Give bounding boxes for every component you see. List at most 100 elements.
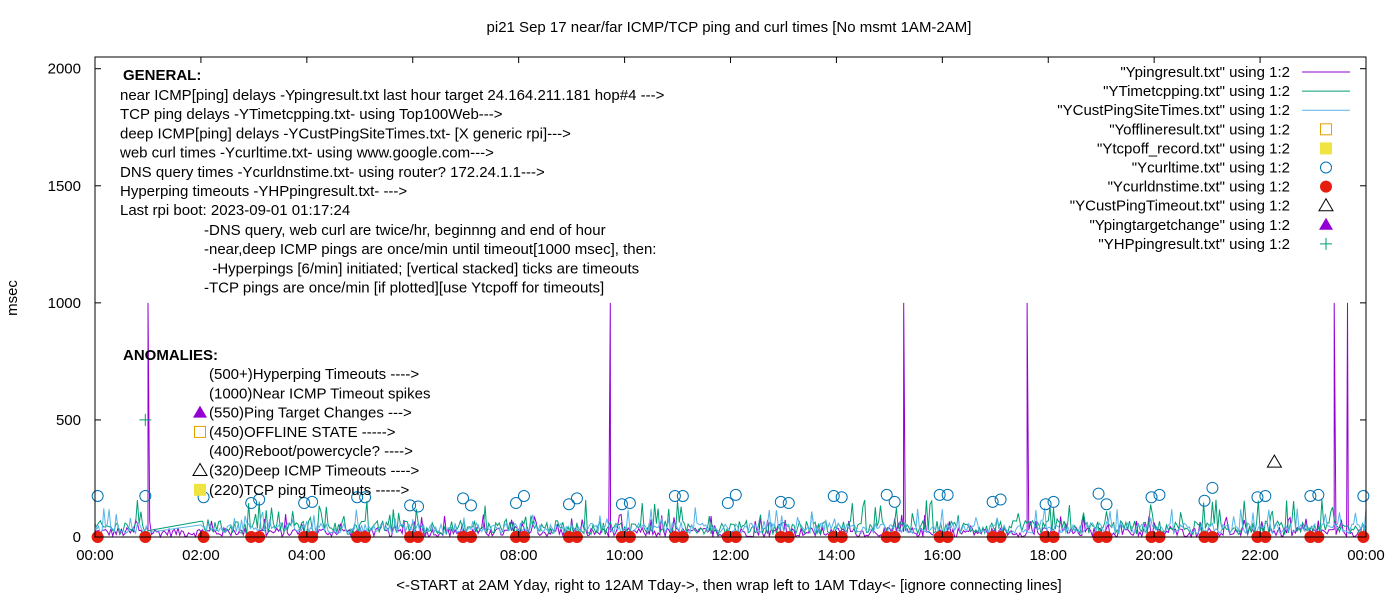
general-note-3: -TCP pings are once/min [if plotted][use… [204, 280, 604, 297]
series-5-point-38 [1153, 488, 1166, 501]
y-tick-label-0: 0 [73, 529, 81, 546]
axis-layer: 0 500 1000 1500 2000 00:00 02:00 04:00 06:00 08:0… [48, 57, 1385, 564]
series-5-point-35 [1092, 487, 1105, 500]
x-tick-label-10: 20:00 [1135, 547, 1173, 564]
series-5-point-27 [880, 488, 893, 501]
series-5-point-44 [1312, 488, 1325, 501]
general-note-0: -DNS query, web curl are twice/hr, begin… [204, 222, 606, 239]
series-5-point-18 [623, 497, 636, 510]
series-5-point-10 [412, 500, 425, 513]
x-tick-label-2: 04:00 [288, 547, 326, 564]
x-tick-label-1: 02:00 [182, 547, 220, 564]
x-tick-label-7: 14:00 [818, 547, 856, 564]
series-5-point-12 [465, 499, 478, 512]
general-line-4: DNS query times -Ycurldnstime.txt- using… [120, 164, 545, 181]
legend-swatch-8 [1319, 217, 1333, 230]
series-5-point-28 [888, 495, 901, 508]
series-5-point-37 [1145, 491, 1158, 504]
general-line-5: Hyperping timeouts -YHPpingresult.txt- -… [120, 183, 407, 200]
series-5-point-15 [562, 498, 575, 511]
series-5-point-31 [986, 495, 999, 508]
anomaly-line-6: (220)TCP ping Timeouts -----> [209, 482, 409, 499]
general-line-0: near ICMP[ping] delays -Ypingresult.txt … [120, 87, 665, 104]
series-5-point-20 [676, 490, 689, 503]
x-tick-label-0: 00:00 [76, 547, 114, 564]
series-5-point-41 [1251, 491, 1264, 504]
general-note-2: -Hyperpings [6/min] initiated; [vertical… [204, 260, 639, 277]
legend-label-4: "Ytcpoff_record.txt" using 1:2 [1097, 140, 1290, 157]
series-5-point-5 [298, 497, 311, 510]
anomaly-line-5: (320)Deep ICMP Timeouts ----> [209, 463, 419, 480]
series-5-point-33 [1039, 498, 1052, 511]
anomaly-marker-3 [194, 425, 206, 438]
legend-swatch-4 [1320, 142, 1332, 155]
x-tick-label-12: 00:00 [1347, 547, 1385, 564]
legend-label-7: "YCustPingTimeout.txt" using 1:2 [1070, 198, 1290, 215]
anomaly-line-4: (400)Reboot/powercycle? ----> [209, 443, 413, 460]
series-5-point-34 [1047, 495, 1060, 508]
anomaly-marker-5 [192, 462, 208, 476]
legend-label-6: "Ycurldnstime.txt" using 1:2 [1108, 179, 1290, 196]
series-5-point-25 [827, 490, 840, 503]
series-5-point-7 [351, 491, 364, 504]
legend-label-3: "Yofflineresult.txt" using 1:2 [1109, 121, 1290, 138]
series-5-point-45 [1357, 490, 1370, 503]
series-5-point-36 [1100, 498, 1113, 511]
y-tick-label-4: 2000 [48, 61, 81, 78]
legend-swatch-6 [1320, 180, 1332, 193]
series-line-1 [94, 499, 1367, 537]
series-5-point-14 [517, 490, 530, 503]
general-line-3: web curl times -Ycurltime.txt- using www… [119, 145, 494, 162]
series-5-point-43 [1304, 490, 1317, 503]
series-5-point-9 [404, 499, 417, 512]
series-5-point-3 [245, 497, 258, 510]
general-line-6: Last rpi boot: 2023-09-01 01:17:24 [120, 202, 350, 219]
y-axis-label: msec [4, 280, 21, 316]
series-5-point-4 [253, 493, 266, 506]
series-5-point-26 [835, 491, 848, 504]
anomalies-heading: ANOMALIES: [123, 347, 218, 364]
general-line-2: deep ICMP[ping] delays -YCustPingSiteTim… [120, 125, 571, 142]
series-5-point-21 [721, 497, 734, 510]
series-line-2 [94, 507, 1367, 536]
series-5-point-13 [510, 497, 523, 510]
x-tick-label-4: 08:00 [500, 547, 538, 564]
y-tick-label-1: 500 [56, 412, 81, 429]
series-5-point-22 [729, 488, 742, 501]
series-5-point-1 [139, 490, 152, 503]
general-heading: GENERAL: [123, 67, 201, 84]
legend-swatch-9 [1320, 237, 1332, 250]
anomaly-marker-2 [193, 405, 207, 418]
series-5-point-39 [1198, 494, 1211, 507]
general-line-1: TCP ping delays -YTimetcpping.txt- using… [120, 106, 503, 123]
series-5-point-32 [994, 493, 1007, 506]
series-5-point-0 [91, 490, 104, 503]
legend-swatch-5 [1320, 161, 1332, 174]
x-tick-label-8: 16:00 [924, 547, 962, 564]
series-5-point-30 [941, 488, 954, 501]
legend-label-8: "Ypingtargetchange" using 1:2 [1089, 217, 1290, 234]
legend-label-0: "Ypingresult.txt" using 1:2 [1120, 64, 1290, 81]
series-5-point-6 [306, 495, 319, 508]
series-5-point-11 [457, 492, 470, 505]
legend-swatch-3 [1320, 123, 1332, 136]
y-tick-label-2: 1000 [48, 295, 81, 312]
series-5-point-29 [933, 488, 946, 501]
series-5-point-23 [774, 495, 787, 508]
series-5-point-8 [359, 491, 372, 504]
series-5-point-19 [668, 490, 681, 503]
x-tick-label-9: 18:00 [1029, 547, 1067, 564]
series-5-point-40 [1206, 481, 1219, 494]
y-tick-label-3: 1500 [48, 178, 81, 195]
legend: "Ypingresult.txt" using 1:2 "YTimetcpping… [1057, 64, 1350, 253]
legend-swatch-7 [1318, 197, 1334, 212]
series-5-point-24 [782, 497, 795, 510]
anomaly-line-3: (450)OFFLINE STATE -----> [209, 424, 396, 441]
data-layer [91, 302, 1370, 543]
anomaly-line-1: (1000)Near ICMP Timeout spikes [209, 385, 430, 402]
series-5-point-17 [615, 498, 628, 511]
general-note-1: -near,deep ICMP pings are once/min until… [204, 241, 656, 258]
x-axis-label: <-START at 2AM Yday, right to 12AM Tday-… [396, 577, 1061, 594]
anomaly-line-0: (500+)Hyperping Timeouts ----> [209, 366, 419, 383]
